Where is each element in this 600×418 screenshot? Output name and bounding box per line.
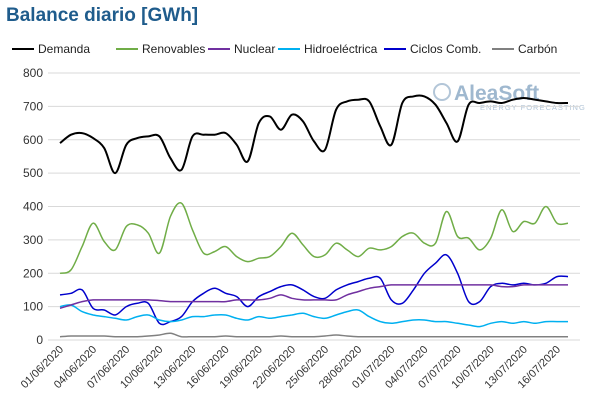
- legend-label-ciclos-comb: Ciclos Comb.: [410, 42, 481, 56]
- series-line-renovables: [59, 202, 569, 275]
- legend-label-renovables: Renovables: [142, 42, 205, 56]
- y-axis-ticks: 0 100 200 300 400 500 600 700 800: [23, 66, 43, 347]
- legend: Demanda Renovables Nuclear Hidroeléctrica Ci…: [12, 42, 557, 56]
- series-line-nuclear: [59, 284, 568, 310]
- legend-label-nuclear: Nuclear: [234, 42, 275, 56]
- series-lines: [59, 94, 569, 338]
- chart-title: Balance diario [GWh]: [6, 5, 199, 26]
- series-line-carbon: [59, 332, 568, 338]
- legend-label-carbon: Carbón: [518, 42, 557, 56]
- y-tick-label: 800: [23, 66, 43, 80]
- watermark-icon: [433, 83, 451, 101]
- y-tick-label: 300: [23, 233, 43, 247]
- y-tick-label: 400: [23, 200, 43, 214]
- y-tick-label: 500: [23, 166, 43, 180]
- legend-label-demanda: Demanda: [38, 42, 90, 56]
- y-tick-label: 100: [23, 300, 43, 314]
- legend-label-hidroelectrica: Hidroeléctrica: [304, 42, 378, 56]
- y-tick-label: 200: [23, 266, 43, 280]
- series-line-ciclos-comb: [59, 253, 569, 326]
- series-line-hidroelectrica: [59, 304, 568, 328]
- y-tick-label: 600: [23, 133, 43, 147]
- watermark-subtext: ENERGY FORECASTING: [480, 103, 586, 112]
- series-line-demanda: [59, 94, 569, 175]
- x-axis-ticks: 01/06/202004/06/202007/06/202010/06/2020…: [19, 344, 563, 391]
- y-tick-label: 0: [36, 333, 43, 347]
- y-tick-label: 700: [23, 99, 43, 113]
